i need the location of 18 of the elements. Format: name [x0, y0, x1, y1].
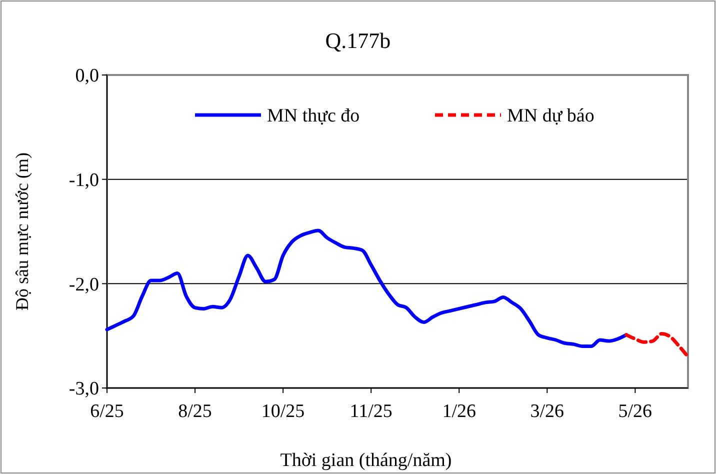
y-axis-title: Độ sâu mực nước (m): [12, 152, 32, 310]
x-tick-label: 6/25: [90, 401, 124, 422]
x-axis-title: Thời gian (tháng/năm): [280, 450, 452, 471]
line-series: [105, 228, 628, 348]
line-series: [624, 332, 690, 358]
x-tick-label: 11/25: [350, 401, 392, 422]
y-tick-label: 0,0: [75, 66, 99, 87]
y-tick-label: -2,0: [68, 274, 99, 296]
y-tick-label: -1,0: [68, 170, 99, 191]
x-tick-label: 10/25: [261, 401, 305, 422]
legend-label: MN thực đo: [267, 106, 360, 127]
x-tick-label: 3/26: [530, 401, 564, 422]
x-tick-label: 5/26: [618, 401, 652, 422]
chart-title: Q.177b: [325, 28, 391, 53]
y-tick-label: -3,0: [68, 378, 99, 400]
x-tick-label: 1/26: [442, 401, 476, 422]
x-tick-label: 8/25: [178, 401, 212, 422]
legend-label: MN dự báo: [507, 106, 594, 127]
